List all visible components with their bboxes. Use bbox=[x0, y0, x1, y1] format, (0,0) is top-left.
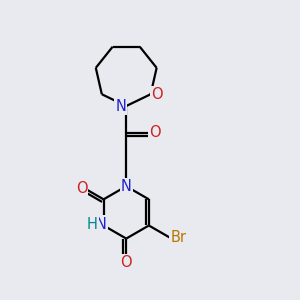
Text: N: N bbox=[96, 217, 106, 232]
Text: O: O bbox=[149, 125, 161, 140]
Text: Br: Br bbox=[170, 230, 186, 245]
Text: O: O bbox=[120, 255, 132, 270]
Text: O: O bbox=[151, 87, 163, 102]
Text: N: N bbox=[116, 98, 126, 113]
Text: O: O bbox=[76, 181, 87, 196]
Text: H: H bbox=[87, 217, 98, 232]
Text: N: N bbox=[121, 179, 132, 194]
